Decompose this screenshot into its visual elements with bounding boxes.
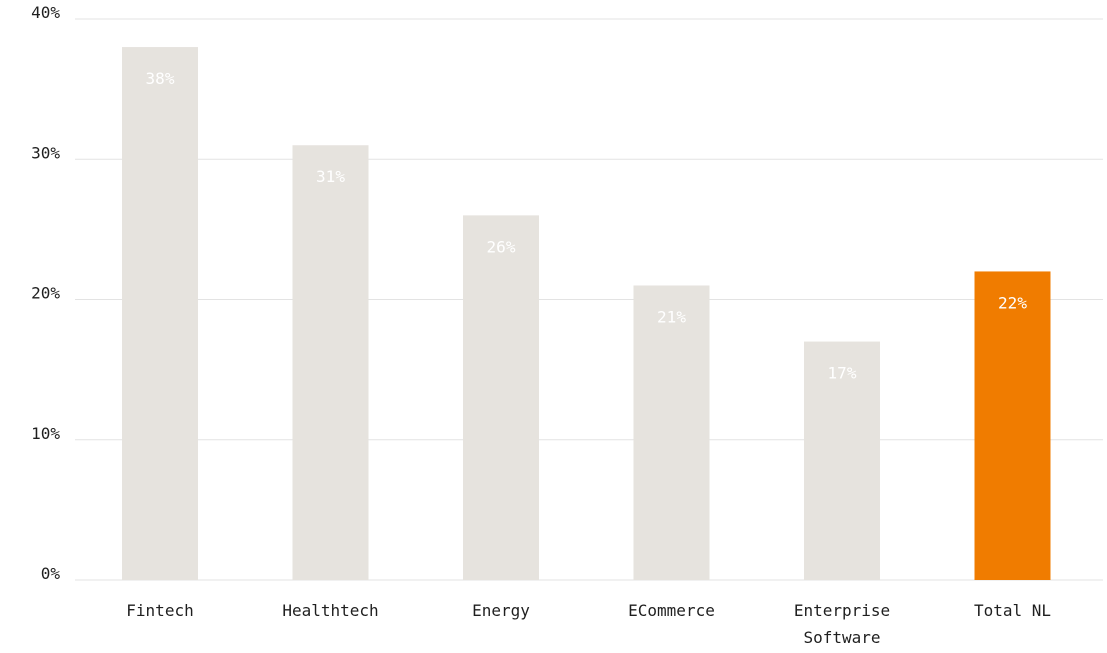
y-tick-label: 20% [31, 284, 60, 303]
x-category-label: Fintech [126, 601, 193, 620]
bar-value-label: 21% [657, 307, 686, 326]
x-category-label: Energy [472, 601, 530, 620]
bar [804, 341, 880, 580]
bar [633, 285, 710, 580]
x-category-label: Enterprise [794, 601, 890, 620]
x-category-label: Healthtech [282, 601, 378, 620]
bars-layer [122, 47, 1051, 581]
bar [122, 47, 198, 581]
grid-layer [75, 18, 1103, 581]
bar-value-label: 17% [828, 364, 857, 383]
bar [292, 145, 369, 580]
y-tick-label: 10% [31, 424, 60, 443]
bar-value-label: 22% [998, 293, 1027, 312]
bar-value-label: 38% [146, 69, 175, 88]
y-tick-label: 0% [41, 564, 61, 583]
y-tick-label: 40% [31, 3, 60, 22]
x-category-label: Software [803, 628, 880, 647]
x-category-label: Total NL [974, 601, 1051, 620]
bar-highlight [974, 271, 1051, 580]
labels-layer: 0% 10% 20% 30% 40% 38% Fintech 31% Healthtech 26%… [31, 3, 1051, 647]
x-category-label: ECommerce [628, 601, 715, 620]
bar-value-label: 26% [487, 237, 516, 256]
y-tick-label: 30% [31, 143, 60, 162]
bar [463, 215, 539, 580]
bar-value-label: 31% [316, 167, 345, 186]
